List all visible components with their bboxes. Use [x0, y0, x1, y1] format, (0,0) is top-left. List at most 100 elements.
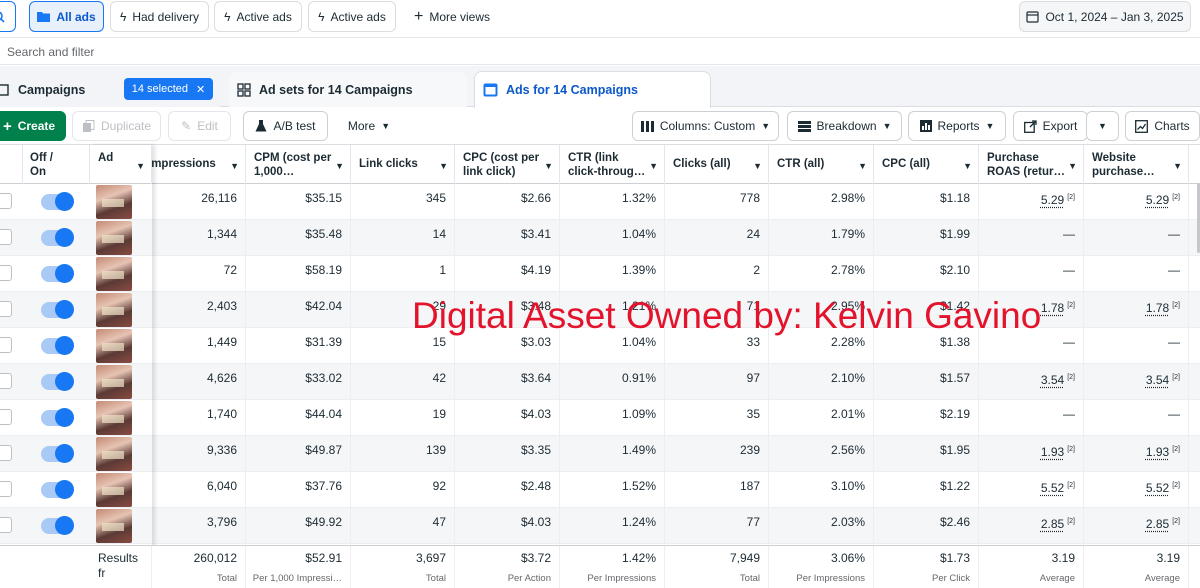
ad-thumbnail[interactable] [96, 401, 132, 435]
cell-cpm: $49.92 [246, 508, 351, 544]
table-row[interactable]: 1,740 $44.04 19 $4.03 1.09% 35 2.01% $2.19 — — [0, 400, 1200, 436]
view-active-ads[interactable]: ϟ Active ads [214, 1, 302, 32]
header-ctr-link[interactable]: CTR (link click-throug… ▼ [560, 145, 665, 184]
footnote-marker[interactable]: [2] [1067, 194, 1075, 201]
header-cpm[interactable]: CPM (cost per 1,000… ▼ [246, 145, 351, 184]
action-toolbar: + Create Duplicate ✎ Edit A/B test More … [0, 107, 1200, 145]
more-views-button[interactable]: + More views [404, 1, 500, 32]
table-row[interactable]: 3,796 $49.92 47 $4.03 1.24% 77 2.03% $2.46 2.85[… [0, 508, 1200, 544]
view-had-delivery[interactable]: ϟ Had delivery [110, 1, 209, 32]
delivery-toggle[interactable] [41, 480, 74, 499]
header-website-purchase[interactable]: Website purchase… ▼ [1084, 145, 1189, 184]
row-checkbox[interactable] [0, 445, 12, 461]
ad-thumbnail[interactable] [96, 221, 132, 255]
table-row[interactable]: 9,336 $49.87 139 $3.35 1.49% 239 2.56% $1.95 1.9… [0, 436, 1200, 472]
table-row[interactable]: 4,626 $33.02 42 $3.64 0.91% 97 2.10% $1.57 3.54[… [0, 364, 1200, 400]
ad-thumbnail[interactable] [96, 473, 132, 507]
header-select[interactable] [0, 145, 23, 184]
delivery-toggle[interactable] [41, 336, 74, 355]
charts-button[interactable]: Charts [1125, 111, 1200, 141]
row-checkbox[interactable] [0, 373, 12, 389]
ad-thumbnail[interactable] [96, 509, 132, 543]
footnote-marker[interactable]: [2] [1067, 302, 1075, 309]
header-link-clicks[interactable]: Link clicks ▼ [351, 145, 455, 184]
header-ctr-all[interactable]: CTR (all) ▼ [769, 145, 874, 184]
footnote-marker[interactable]: [2] [1172, 302, 1180, 309]
delivery-toggle[interactable] [41, 516, 74, 535]
table-row[interactable]: 1,344 $35.48 14 $3.41 1.04% 24 1.79% $1.99 — — [0, 220, 1200, 256]
search-filter-bar[interactable]: Search and filter [0, 37, 1200, 65]
row-checkbox[interactable] [0, 409, 12, 425]
footnote-marker[interactable]: [2] [1067, 446, 1075, 453]
delivery-toggle[interactable] [41, 228, 74, 247]
delivery-toggle[interactable] [41, 444, 74, 463]
table-row[interactable]: 26,116 $35.15 345 $2.66 1.32% 778 2.98% $1.18 5.… [0, 184, 1200, 220]
export-button[interactable]: Export [1013, 111, 1088, 141]
footnote-marker[interactable]: [2] [1172, 374, 1180, 381]
export-dropdown[interactable]: ▼ [1086, 111, 1119, 141]
ad-thumbnail[interactable] [96, 437, 132, 471]
delivery-toggle[interactable] [41, 300, 74, 319]
more-button[interactable]: More ▼ [336, 111, 402, 141]
header-purchase-roas[interactable]: Purchase ROAS (retur… ▼ [979, 145, 1084, 184]
ab-test-button[interactable]: A/B test [243, 111, 328, 141]
header-next-column[interactable] [1189, 145, 1200, 184]
view-active-ads-2[interactable]: ϟ Active ads [308, 1, 396, 32]
table-row[interactable]: 2,403 $42.04 29 $3.48 1.21% 71 2.95% $1.42 1.78[… [0, 292, 1200, 328]
row-checkbox[interactable] [0, 265, 12, 281]
duplicate-button[interactable]: Duplicate [72, 111, 161, 141]
ad-thumbnail[interactable] [96, 365, 132, 399]
footnote-marker[interactable]: [2] [1067, 482, 1075, 489]
table-row[interactable]: 6,040 $37.76 92 $2.48 1.52% 187 3.10% $1.22 5.52… [0, 472, 1200, 508]
columns-button[interactable]: Columns: Custom ▼ [632, 111, 779, 141]
vertical-scrollbar[interactable] [1197, 183, 1200, 253]
ad-thumbnail[interactable] [96, 293, 132, 327]
cell-value: 2.85 [1145, 517, 1170, 531]
totals-ctr-all-sub: Per Impressions [796, 573, 865, 584]
date-range-picker[interactable]: Oct 1, 2024 – Jan 3, 2025 [1019, 1, 1191, 32]
header-impressions[interactable]: Impressions ▼ [152, 145, 246, 184]
header-clicks-all[interactable]: Clicks (all) ▼ [665, 145, 769, 184]
view-all-ads[interactable]: All ads [29, 1, 104, 32]
row-checkbox[interactable] [0, 193, 12, 209]
totals-cpm-value: $52.91 [305, 551, 342, 565]
close-icon[interactable]: ✕ [196, 83, 206, 96]
header-off-on[interactable]: Off / On [22, 145, 90, 184]
footnote-marker[interactable]: [2] [1172, 482, 1180, 489]
row-checkbox[interactable] [0, 301, 12, 317]
header-ad[interactable]: Ad ▼ [90, 145, 152, 184]
header-cpc-all[interactable]: CPC (all) ▼ [874, 145, 979, 184]
row-checkbox[interactable] [0, 517, 12, 533]
create-button[interactable]: + Create [0, 111, 66, 141]
delivery-toggle[interactable] [41, 408, 74, 427]
footnote-marker[interactable]: [2] [1172, 518, 1180, 525]
totals-ctr-all: 3.06% Per Impressions [769, 546, 874, 588]
table-row[interactable]: 72 $58.19 1 $4.19 1.39% 2 2.78% $2.10 — — [0, 256, 1200, 292]
toggle-knob [55, 372, 74, 391]
footnote-marker[interactable]: [2] [1172, 194, 1180, 201]
cell-value: $2.19 [939, 407, 970, 421]
row-checkbox[interactable] [0, 229, 12, 245]
table-row[interactable]: 1,449 $31.39 15 $3.03 1.04% 33 2.28% $1.38 — — [0, 328, 1200, 364]
breakdown-button[interactable]: Breakdown ▼ [787, 111, 902, 141]
header-cpc-link[interactable]: CPC (cost per link click) ▼ [455, 145, 560, 184]
delivery-toggle[interactable] [41, 264, 74, 283]
delivery-toggle[interactable] [41, 192, 74, 211]
footnote-marker[interactable]: [2] [1067, 374, 1075, 381]
ad-thumbnail[interactable] [96, 185, 132, 219]
reports-button[interactable]: Reports ▼ [908, 111, 1006, 141]
selected-badge[interactable]: 14 selected ✕ [124, 78, 213, 100]
ad-thumbnail[interactable] [96, 257, 132, 291]
plus-icon: + [2, 117, 12, 135]
flask-icon [255, 120, 267, 132]
delivery-toggle[interactable] [41, 372, 74, 391]
row-checkbox[interactable] [0, 337, 12, 353]
tab-ad-sets[interactable]: Ad sets for 14 Campaigns [229, 72, 467, 107]
footnote-marker[interactable]: [2] [1067, 518, 1075, 525]
edit-button[interactable]: ✎ Edit [168, 111, 231, 141]
ad-thumbnail[interactable] [96, 329, 132, 363]
tab-ads[interactable]: Ads for 14 Campaigns [474, 71, 711, 108]
row-checkbox[interactable] [0, 481, 12, 497]
footnote-marker[interactable]: [2] [1172, 446, 1180, 453]
search-button[interactable] [0, 1, 16, 32]
